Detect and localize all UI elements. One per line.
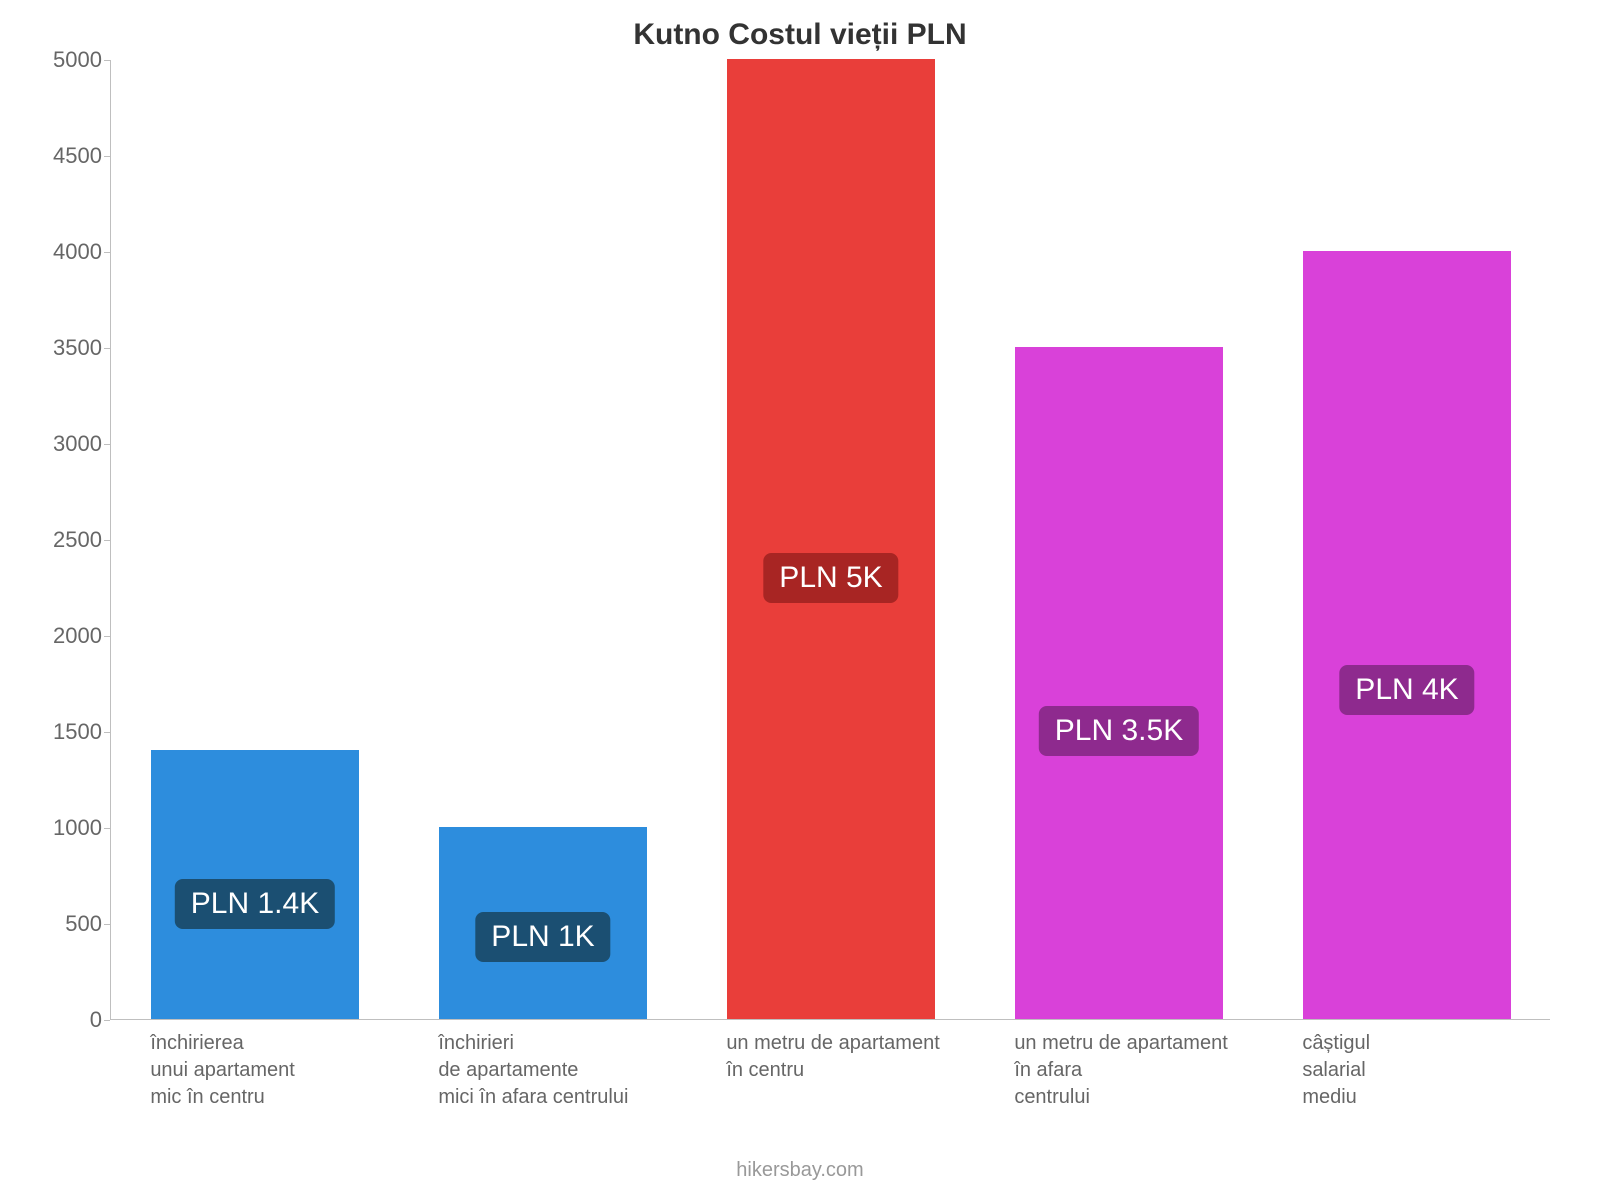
y-tick-label: 5000 xyxy=(53,47,102,73)
x-tick-label: un metru de apartament în afara centrulu… xyxy=(1014,1030,1227,1111)
bar xyxy=(727,59,934,1019)
y-tick-label: 1500 xyxy=(53,719,102,745)
x-tick-label: câștigul salarial mediu xyxy=(1302,1030,1370,1111)
x-tick-label: închirierea unui apartament mic în centr… xyxy=(150,1030,295,1111)
y-tick-label: 0 xyxy=(90,1007,102,1033)
y-tick-label: 4500 xyxy=(53,143,102,169)
y-tick-label: 4000 xyxy=(53,239,102,265)
x-tick-label: un metru de apartament în centru xyxy=(726,1030,939,1084)
cost-of-living-bar-chart: Kutno Costul vieții PLN 0 500 1000 1500 2000… xyxy=(0,0,1600,1200)
bar-value-label: PLN 3.5K xyxy=(1039,706,1199,756)
attribution-text: hikersbay.com xyxy=(0,1159,1600,1182)
plot-area: PLN 1.4K PLN 1K PLN 5K PLN 3.5K PLN 4K xyxy=(110,60,1550,1020)
y-tick-label: 500 xyxy=(65,911,102,937)
bar-value-label: PLN 5K xyxy=(763,553,898,603)
bar-value-label: PLN 4K xyxy=(1339,665,1474,715)
bar xyxy=(1015,347,1222,1019)
bar xyxy=(1303,251,1510,1019)
y-tick-label: 1000 xyxy=(53,815,102,841)
y-tick-label: 2000 xyxy=(53,623,102,649)
y-tick-label: 2500 xyxy=(53,527,102,553)
bar-value-label: PLN 1K xyxy=(475,912,610,962)
chart-title: Kutno Costul vieții PLN xyxy=(0,18,1600,52)
y-tick-label: 3000 xyxy=(53,431,102,457)
x-tick-label: închirieri de apartamente mici în afara … xyxy=(438,1030,628,1111)
y-tick-mark xyxy=(104,1020,110,1021)
y-tick-label: 3500 xyxy=(53,335,102,361)
bar-value-label: PLN 1.4K xyxy=(175,879,335,929)
